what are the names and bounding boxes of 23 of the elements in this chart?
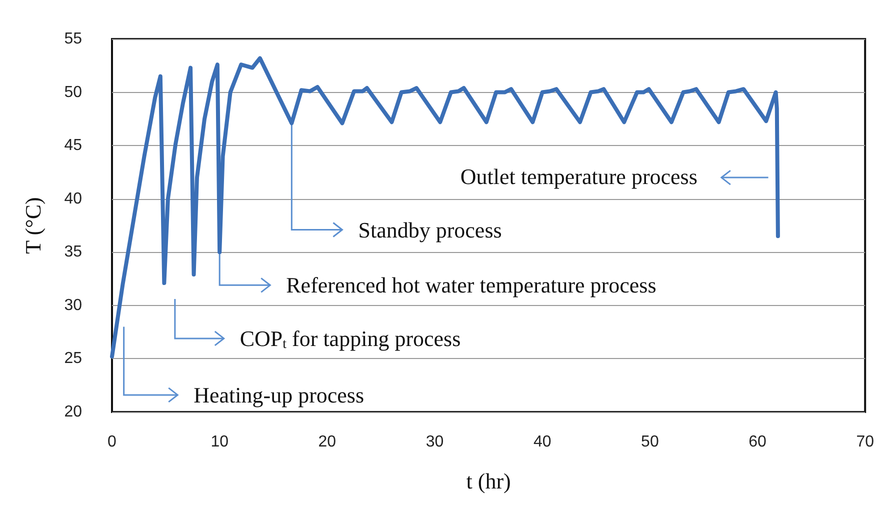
y-tick-label: 20: [64, 404, 82, 420]
y-tick-label: 25: [64, 350, 82, 368]
line-series: [110, 56, 780, 359]
y-tick-label: 50: [64, 84, 82, 101]
x-tick-label: 40: [533, 434, 552, 450]
y-axis-title: T (°C): [20, 197, 46, 254]
annotation: Heating-up process: [194, 382, 364, 408]
y-tick-label: 55: [64, 30, 82, 48]
x-axis-title: t (hr): [466, 468, 511, 494]
y-tick-label: 30: [64, 296, 82, 314]
x-tick-label: 50: [641, 434, 659, 450]
annotation: Referenced hot water temperature process: [286, 272, 656, 298]
annotation: Outlet temperature process: [460, 164, 698, 189]
y-tick-label: 40: [64, 190, 82, 208]
x-tick-label: 0: [108, 434, 117, 450]
y-tick-label: 35: [64, 244, 82, 261]
y-tick-label: 45: [64, 137, 82, 154]
x-tick-label: 60: [748, 434, 767, 450]
x-tick-label: 70: [856, 434, 874, 450]
x-tick-label: 30: [426, 434, 444, 450]
x-tick-label: 10: [210, 434, 229, 450]
annotation: Standby process: [358, 217, 502, 242]
x-tick-label: 20: [318, 434, 336, 450]
